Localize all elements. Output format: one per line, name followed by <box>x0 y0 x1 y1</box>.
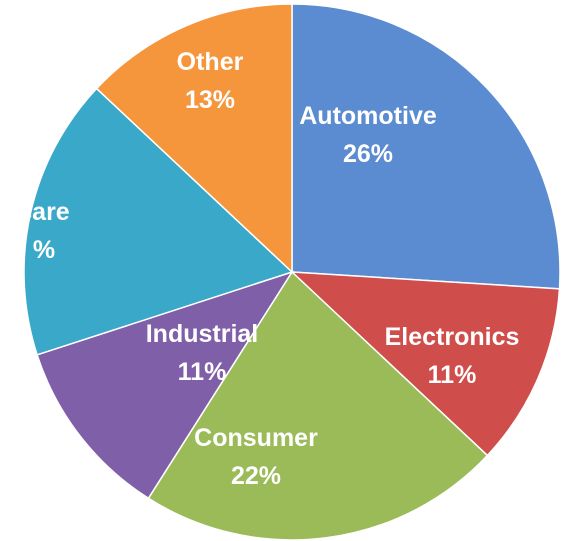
slice-label-automotive: Automotive 26% <box>299 102 437 168</box>
slice-label-industrial: Industrial 11% <box>146 320 259 386</box>
slice-label-electronics: Electronics 11% <box>385 323 520 389</box>
slice-label-category: care <box>18 198 70 226</box>
pie-slice-care <box>23 87 294 356</box>
pie-slices <box>23 3 561 541</box>
pie-slice-consumer <box>147 270 489 541</box>
slice-label-value: 11% <box>178 358 227 386</box>
pie-slice-industrial <box>36 270 294 500</box>
slice-label-consumer: Consumer 22% <box>194 424 318 490</box>
slice-label-care: care% <box>18 198 70 264</box>
slice-label-category: Other <box>177 48 244 76</box>
pie-labels: Automotive 26% Electronics 11% Consumer 22% In… <box>18 48 519 490</box>
slice-label-category: Electronics <box>385 323 520 351</box>
pie-slice-automotive <box>291 3 561 290</box>
slice-label-value: 22% <box>231 462 281 490</box>
pie-slice-other <box>95 3 293 274</box>
slice-label-value: 11% <box>428 361 477 389</box>
slice-label-category: Industrial <box>146 320 259 348</box>
slice-label-value: % <box>33 236 55 264</box>
slice-label-category: Automotive <box>299 102 437 130</box>
pie-slice-electronics <box>289 271 561 457</box>
slice-label-other: Other 13% <box>177 48 244 114</box>
slice-label-value: 13% <box>185 86 235 114</box>
slice-label-value: 26% <box>343 140 393 168</box>
slice-label-category: Consumer <box>194 424 318 452</box>
